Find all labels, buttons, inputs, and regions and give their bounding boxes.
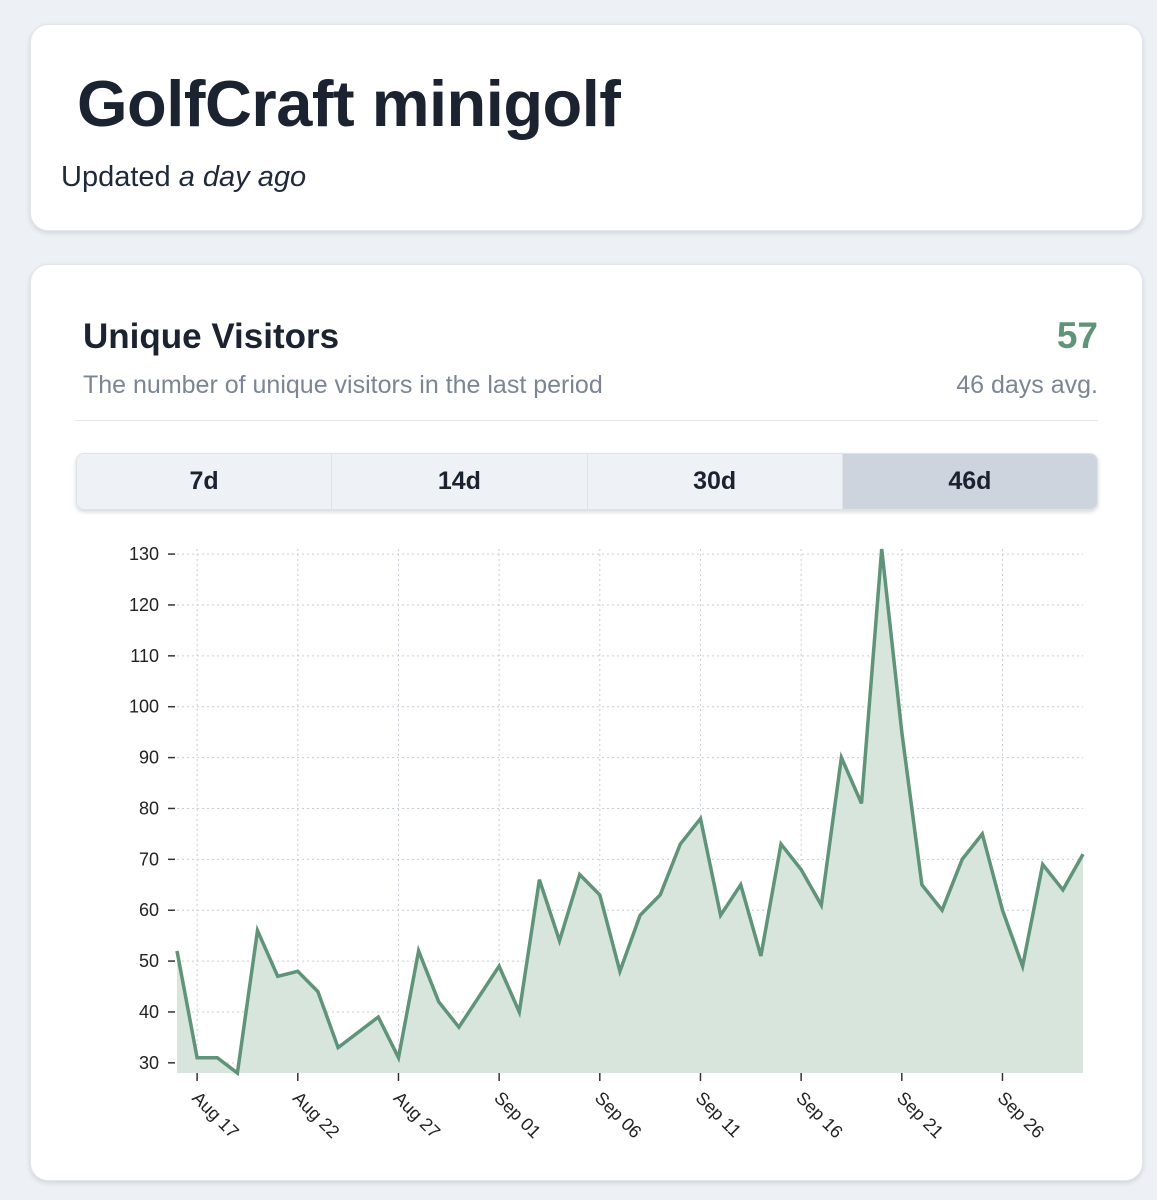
updated-text: Updated a day ago xyxy=(61,161,306,194)
data-point xyxy=(1000,908,1004,912)
y-tick-label: 90 xyxy=(139,748,159,768)
page-title: GolfCraft minigolf xyxy=(77,67,621,140)
data-point xyxy=(195,1056,199,1060)
data-point xyxy=(457,1025,461,1029)
data-point xyxy=(1041,862,1045,866)
tab-46d[interactable]: 46d xyxy=(842,454,1097,509)
x-tick-label: Aug 17 xyxy=(188,1088,242,1142)
visitors-line xyxy=(175,548,1085,1077)
divider xyxy=(75,420,1098,421)
data-point xyxy=(960,857,964,861)
data-point xyxy=(880,547,884,551)
data-point xyxy=(598,893,602,897)
data-point xyxy=(316,990,320,994)
visitors-area xyxy=(177,549,1083,1073)
y-tick-label: 70 xyxy=(139,849,159,869)
data-point xyxy=(678,842,682,846)
tab-14d[interactable]: 14d xyxy=(332,454,588,509)
data-point xyxy=(638,913,642,917)
data-point xyxy=(920,883,924,887)
data-point xyxy=(558,939,562,943)
data-point xyxy=(839,756,843,760)
data-point xyxy=(396,1056,400,1060)
tab-7d[interactable]: 7d xyxy=(77,454,333,509)
data-point xyxy=(719,913,723,917)
y-tick-label: 60 xyxy=(139,900,159,920)
data-point xyxy=(860,801,864,805)
y-tick-label: 40 xyxy=(139,1002,159,1022)
x-tick-label: Sep 21 xyxy=(893,1088,947,1142)
tab-30d[interactable]: 30d xyxy=(588,454,843,509)
data-point xyxy=(1061,888,1065,892)
range-tabs: 7d 14d 30d 46d xyxy=(76,453,1098,510)
x-tick-label: Sep 01 xyxy=(490,1088,544,1142)
y-tick-label: 120 xyxy=(129,595,159,615)
data-point xyxy=(175,949,179,953)
y-tick-label: 110 xyxy=(130,646,159,666)
x-tick-label: Sep 06 xyxy=(591,1088,645,1142)
data-point xyxy=(940,908,944,912)
stat-label: 46 days avg. xyxy=(956,371,1098,399)
data-point xyxy=(980,832,984,836)
section-title: Unique Visitors xyxy=(83,317,340,356)
data-point xyxy=(1021,964,1025,968)
y-tick-label: 80 xyxy=(139,798,159,818)
data-point xyxy=(336,1046,340,1050)
x-tick-label: Aug 22 xyxy=(289,1088,343,1142)
data-point xyxy=(799,868,803,872)
data-point xyxy=(497,964,501,968)
data-point xyxy=(417,949,421,953)
y-tick-label: 130 xyxy=(129,544,159,564)
data-point xyxy=(235,1071,239,1075)
data-point xyxy=(517,1010,521,1014)
updated-time: a day ago xyxy=(178,161,307,193)
data-point xyxy=(779,842,783,846)
data-point xyxy=(437,1000,441,1004)
data-point xyxy=(739,883,743,887)
data-point xyxy=(376,1015,380,1019)
data-point xyxy=(356,1030,360,1034)
data-point xyxy=(698,817,702,821)
section-subtitle: The number of unique visitors in the las… xyxy=(83,371,603,399)
updated-prefix: Updated xyxy=(61,161,171,193)
x-tick-label: Aug 27 xyxy=(390,1088,444,1142)
visitors-chart: 30 40 50 60 70 80 90 100 110 120 130 Aug 17 Aug 22 Au… xyxy=(129,544,1085,1142)
data-point xyxy=(477,995,481,999)
header-card: GolfCraft minigolf Updated a day ago xyxy=(30,24,1143,231)
data-point xyxy=(276,974,280,978)
data-point xyxy=(759,954,763,958)
y-tick-label: 50 xyxy=(139,951,159,971)
data-point xyxy=(215,1056,219,1060)
data-point xyxy=(900,730,904,734)
visitors-card: Unique Visitors The number of unique vis… xyxy=(30,264,1143,1181)
data-point xyxy=(658,893,662,897)
x-tick-label: Sep 26 xyxy=(994,1088,1048,1142)
data-point xyxy=(256,929,260,933)
y-tick-label: 30 xyxy=(139,1053,159,1073)
data-point xyxy=(618,969,622,973)
x-tick-label: Sep 16 xyxy=(792,1088,846,1142)
data-point xyxy=(537,878,541,882)
data-point xyxy=(1081,852,1085,856)
x-tick-label: Sep 11 xyxy=(692,1088,746,1142)
stat-value: 57 xyxy=(1056,315,1098,356)
y-tick-label: 100 xyxy=(129,697,159,717)
data-point xyxy=(819,903,823,907)
data-point xyxy=(296,969,300,973)
data-point xyxy=(578,873,582,877)
